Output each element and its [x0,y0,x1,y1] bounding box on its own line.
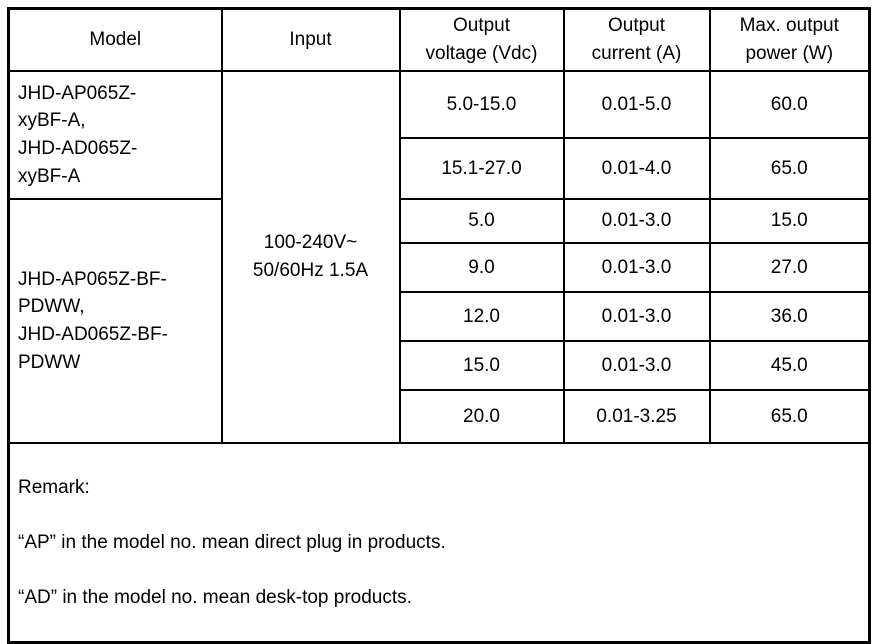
model-cell-group-2: JHD-AP065Z-BF- PDWW, JHD-AD065Z-BF- PDWW [7,198,223,444]
power-cell: 60.0 [708,70,871,139]
col-header-power: Max. output power (W) [708,7,871,72]
col-header-voltage: Output voltage (Vdc) [398,7,565,72]
current-cell: 0.01-3.0 [562,242,711,293]
remark-cell: Remark: “AP” in the model no. mean direc… [7,441,871,644]
table-row: 9.0 0.01-3.0 27.0 [9,242,871,293]
voltage-cell: 15.0 [398,340,565,391]
remark-line-2: “AD” in the model no. mean desk-top prod… [18,586,412,608]
current-cell: 0.01-3.0 [562,340,711,391]
table-row: 15.0 0.01-3.0 45.0 [9,340,871,391]
power-cell: 36.0 [708,291,871,342]
voltage-cell: 5.0 [398,198,565,244]
current-cell: 0.01-3.0 [562,291,711,342]
current-cell: 0.01-4.0 [562,137,711,200]
col-header-model: Model [7,7,223,72]
voltage-cell: 12.0 [398,291,565,342]
voltage-cell: 20.0 [398,389,565,444]
voltage-cell: 5.0-15.0 [398,70,565,139]
model-cell-group-1: JHD-AP065Z- xyBF-A, JHD-AD065Z- xyBF-A [7,70,223,200]
power-cell: 65.0 [708,137,871,200]
remark-line-1: “AP” in the model no. mean direct plug i… [18,531,446,553]
voltage-cell: 15.1-27.0 [398,137,565,200]
power-cell: 15.0 [708,198,871,244]
table-row: 12.0 0.01-3.0 36.0 [9,291,871,342]
power-cell: 65.0 [708,389,871,444]
table-row: JHD-AP065Z-BF- PDWW, JHD-AD065Z-BF- PDWW… [7,198,871,444]
power-cell: 27.0 [708,242,871,293]
col-header-current: Output current (A) [562,7,711,72]
voltage-cell: 9.0 [398,242,565,293]
remark-title: Remark: [18,476,90,498]
col-header-input: Input [220,7,401,72]
power-cell: 45.0 [708,340,871,391]
table-row: 15.1-27.0 0.01-4.0 65.0 [9,137,871,200]
current-cell: 0.01-3.0 [562,198,711,244]
current-cell: 0.01-5.0 [562,70,711,139]
input-cell: 100-240V~ 50/60Hz 1.5A [220,70,401,444]
table-row: JHD-AP065Z- xyBF-A, JHD-AD065Z- xyBF-A 1… [7,70,871,444]
spec-table: Model Input Output voltage (Vdc) Output … [7,7,871,644]
table-row: 20.0 0.01-3.25 65.0 [9,389,871,444]
header-row: Model Input Output voltage (Vdc) Output … [7,7,871,72]
current-cell: 0.01-3.25 [562,389,711,444]
remark-row: Remark: “AP” in the model no. mean direc… [7,441,871,644]
document-page: Model Input Output voltage (Vdc) Output … [7,7,871,644]
